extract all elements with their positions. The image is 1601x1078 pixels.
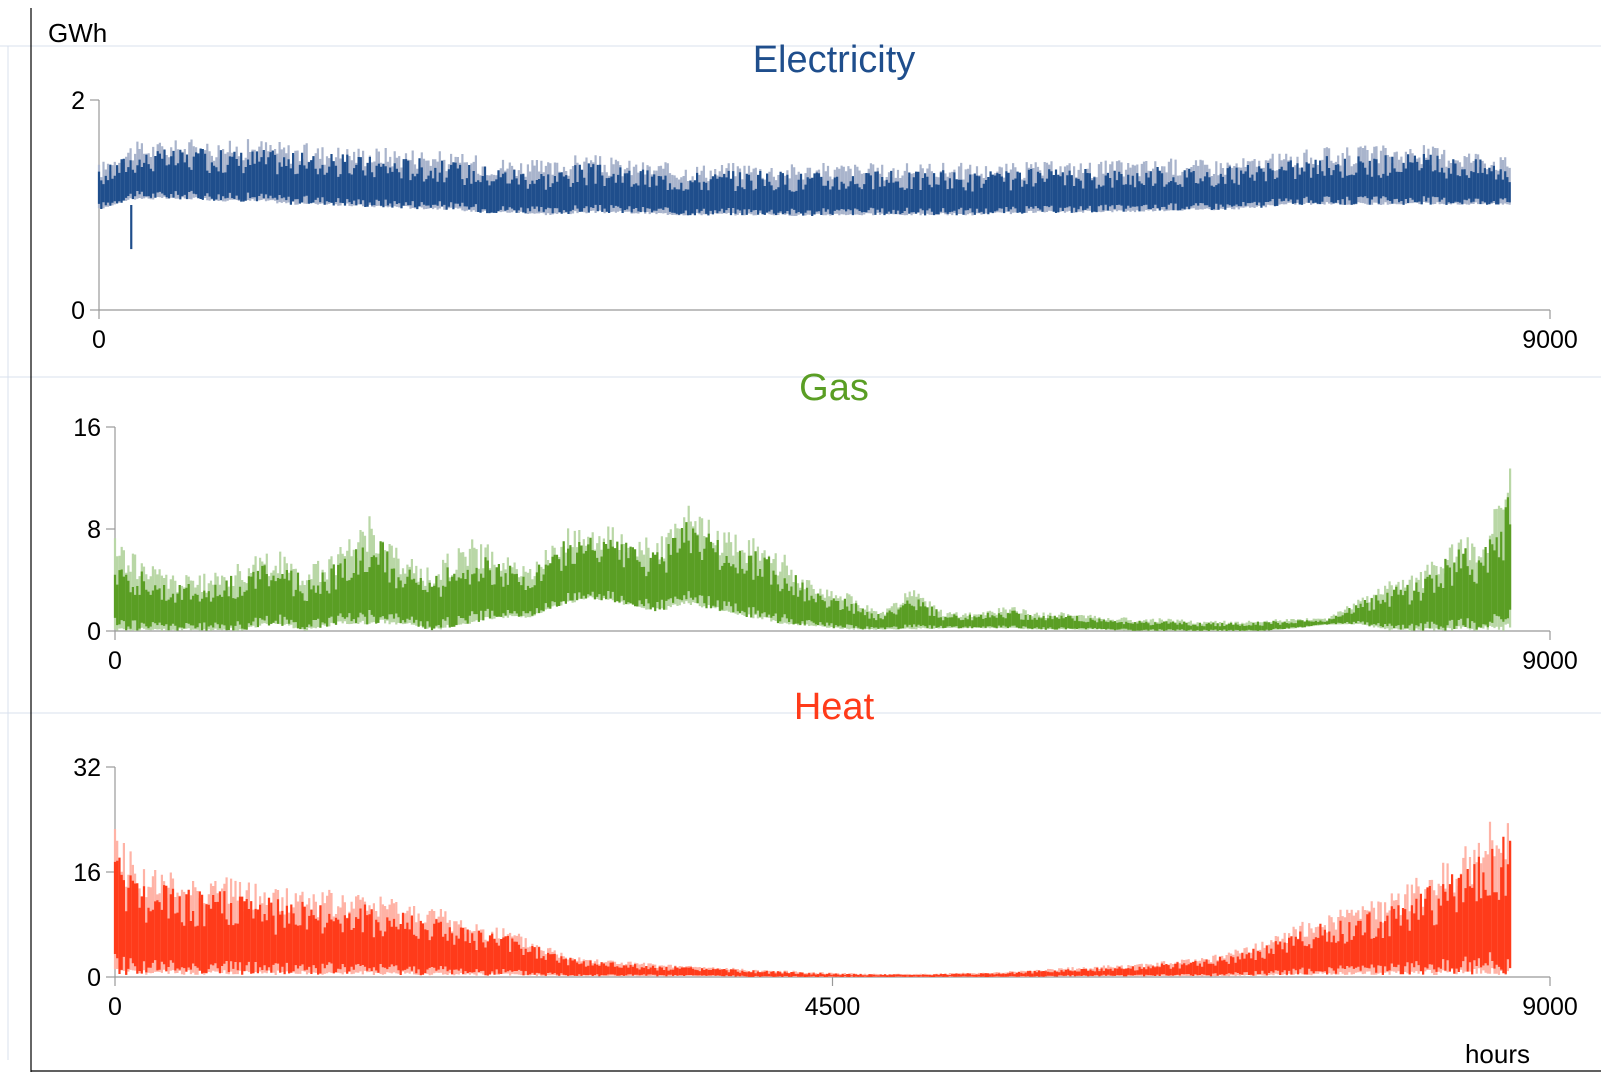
y-tick-label: 32 [73, 754, 101, 782]
y-unit-label: GWh [48, 18, 107, 48]
panel-title: Heat [794, 686, 875, 728]
panel-title: Gas [799, 367, 869, 409]
x-tick-label: 4500 [805, 993, 861, 1021]
x-tick-label: 9000 [1522, 326, 1578, 354]
panel-title: Electricity [753, 39, 916, 81]
x-tick-label: 0 [108, 647, 122, 675]
heat-panel: Heat 0 16 32 0 4500 9000 [73, 686, 1578, 1021]
series-line [97, 148, 1511, 216]
x-unit-label: hours [1465, 1039, 1530, 1069]
y-tick-label: 8 [87, 516, 101, 544]
series-line [113, 836, 1512, 977]
x-tick-label: 9000 [1522, 993, 1578, 1021]
y-tick-label: 16 [73, 859, 101, 887]
series-line [113, 497, 1512, 631]
electricity-panel: Electricity 0 2 0 9000 [71, 39, 1578, 354]
x-tick-label: 9000 [1522, 647, 1578, 675]
y-tick-label: 0 [87, 618, 101, 646]
x-tick-label: 0 [92, 326, 106, 354]
y-tick-label: 2 [71, 87, 85, 115]
y-tick-label: 0 [87, 964, 101, 992]
y-tick-label: 16 [73, 414, 101, 442]
x-tick-label: 0 [108, 993, 122, 1021]
y-tick-label: 0 [71, 297, 85, 325]
gas-panel: Gas 0 8 16 0 9000 [73, 367, 1578, 675]
